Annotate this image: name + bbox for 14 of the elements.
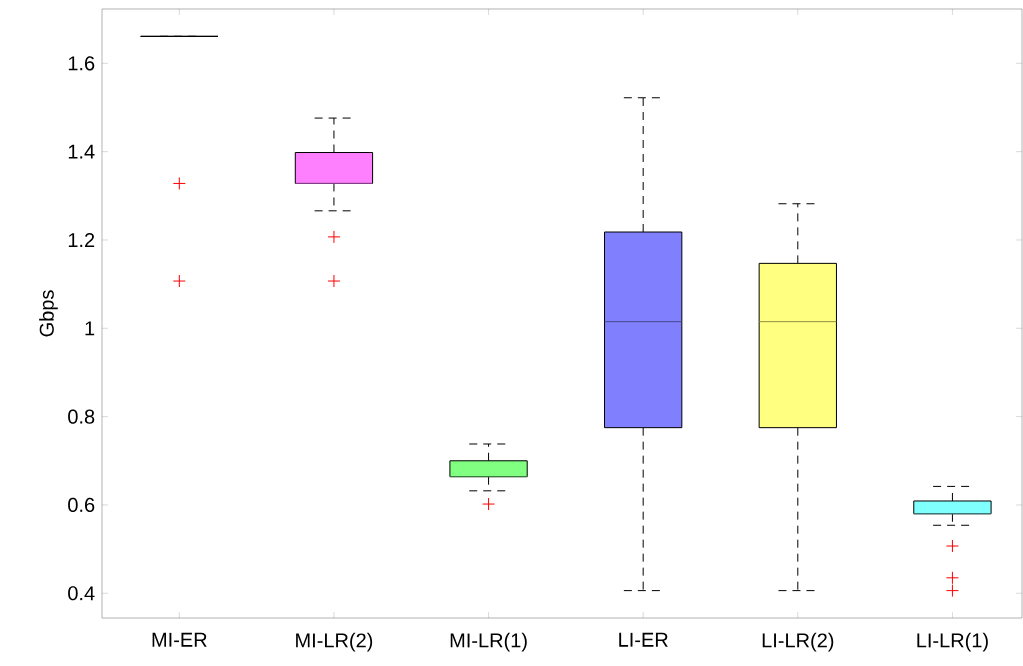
y-tick-label: 1: [85, 321, 95, 336]
y-tick-label: 0.6: [68, 497, 95, 513]
y-tick-label: 1.4: [68, 144, 95, 159]
x-tick-label: LI-ER: [619, 632, 668, 647]
x-tick-label: MI-ER: [152, 632, 207, 647]
y-tick-label: 0.4: [68, 586, 95, 601]
x-tick-label: LI-LR(2): [762, 632, 834, 652]
x-tick-label: LI-LR(1): [917, 632, 988, 652]
y-axis-title: Gbps: [39, 290, 58, 337]
y-tick-label: 0.8: [68, 409, 95, 424]
y-tick-label: 1.2: [68, 232, 95, 247]
y-tick-label: 1.6: [68, 56, 95, 71]
x-tick-label: MI-LR(1): [450, 632, 527, 652]
x-tick-label: MI-LR(2): [296, 632, 373, 652]
